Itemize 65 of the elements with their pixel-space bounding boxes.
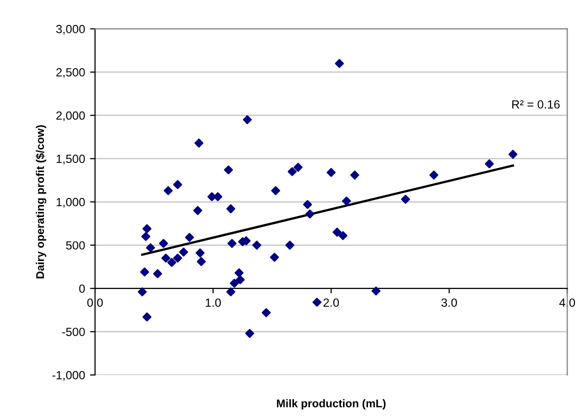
point (184, 232, 194, 242)
point (230, 278, 239, 288)
point (227, 238, 236, 248)
point (342, 196, 351, 206)
point (334, 58, 344, 68)
point (138, 287, 147, 296)
y-tick-label: 500 (66, 241, 85, 250)
point (242, 115, 252, 124)
y-tick-label: 2,000 (56, 111, 85, 122)
point (285, 240, 294, 250)
point (312, 298, 322, 307)
point (226, 287, 236, 296)
point (252, 240, 262, 250)
point (196, 248, 205, 258)
x-tick-label: 3.0 (441, 298, 457, 307)
point (338, 231, 348, 240)
point (484, 159, 494, 168)
point (271, 186, 280, 196)
x-tick-label: 1.0 (206, 298, 221, 307)
point (193, 206, 202, 216)
annotation: R² = 0.16 (512, 100, 560, 109)
point (167, 258, 176, 267)
x-tick-label: 4.0 (559, 298, 576, 307)
point (372, 286, 381, 296)
point (146, 243, 156, 252)
point (173, 180, 182, 190)
y-tick-label: 1,000 (56, 198, 85, 208)
y-tick-label: 1,500 (56, 154, 85, 164)
point (270, 252, 279, 262)
point (508, 150, 518, 159)
point (305, 210, 314, 219)
point (164, 186, 173, 196)
point (153, 269, 162, 278)
point (332, 228, 342, 237)
point (401, 194, 410, 204)
point (142, 312, 152, 322)
point (159, 238, 168, 248)
point (224, 165, 233, 174)
x-axis-title: Milk production (mL) (276, 399, 386, 410)
point (326, 168, 336, 177)
point (350, 170, 360, 180)
point (245, 328, 254, 338)
point (179, 248, 188, 257)
point (141, 232, 150, 242)
x-tick-label: 2.0 (324, 298, 339, 307)
point (303, 200, 312, 209)
point (142, 224, 152, 234)
point (194, 138, 204, 148)
point (173, 254, 182, 263)
y-tick-label: -500 (62, 328, 85, 336)
y-tick-label: -1,000 (52, 370, 85, 381)
point (196, 257, 206, 266)
point (161, 254, 170, 263)
point (294, 162, 303, 172)
point (429, 170, 438, 180)
y-tick-label: 2,500 (56, 68, 85, 78)
point (140, 267, 150, 276)
point (226, 204, 236, 214)
y-tick-label: 0 (79, 284, 85, 293)
point (236, 275, 245, 284)
point (234, 268, 244, 278)
point (288, 167, 297, 176)
point (262, 308, 271, 318)
y-tick-label: 3,000 (56, 24, 85, 35)
y-axis-title: Dairy operating profit ($/cow) (36, 125, 46, 278)
